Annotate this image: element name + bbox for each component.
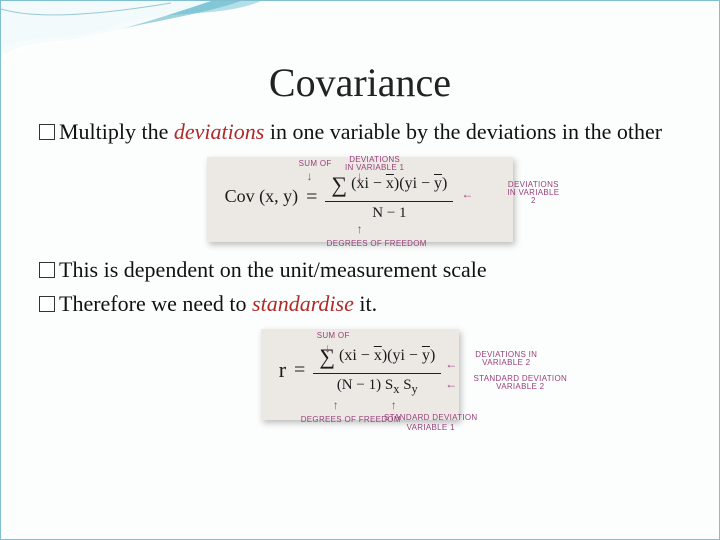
- formula-2-row: r = ∑ (xi − x)(yi − y) (N − 1) Sx Sy: [279, 343, 442, 398]
- formula-1-fraction: ∑ (xi − x)(yi − y) N − 1: [325, 171, 453, 224]
- formula-1-annot-sumof: SUM OF: [299, 159, 332, 169]
- formula-1-numerator: ∑ (xi − x)(yi − y): [325, 171, 453, 203]
- formula-2-card: SUM OF ↓ r = ∑ (xi − x)(yi − y) (N − 1) …: [261, 329, 460, 420]
- formula-2-lhs: r: [279, 356, 286, 385]
- formula-1-annot-dev1: DEVIATIONS IN VARIABLE 1: [345, 156, 405, 172]
- formula-2-wrap: SUM OF ↓ r = ∑ (xi − x)(yi − y) (N − 1) …: [39, 329, 681, 420]
- slide: Covariance Multiply the deviations in on…: [0, 0, 720, 540]
- arrow-icon: ↓: [357, 169, 363, 185]
- formula-1-card: SUM OF DEVIATIONS IN VARIABLE 1 ↓ ↓ Cov …: [207, 157, 514, 242]
- equals-sign: =: [294, 357, 305, 383]
- formula-1-annot-dev2: DEVIATIONS IN VARIABLE 2: [505, 181, 561, 205]
- formula-2-annot-sd2: STANDARD DEVIATION VARIABLE 2: [463, 375, 577, 391]
- bullet-2: This is dependent on the unit/measuremen…: [39, 256, 681, 285]
- bullet-marker: [39, 296, 55, 312]
- formula-2-annot-sumof: SUM OF: [317, 331, 350, 341]
- arrow-icon: ↓: [325, 341, 331, 357]
- arrow-icon: ↑: [333, 398, 339, 414]
- bullet-1: Multiply the deviations in one variable …: [39, 118, 681, 147]
- formula-2-annot-sd1: STANDARD DEVIATION VARIABLE 1: [371, 413, 491, 434]
- bullet-3-em: standardise: [252, 291, 354, 316]
- arrow-icon: ↓: [307, 169, 313, 185]
- equals-sign: =: [306, 184, 317, 210]
- arrow-icon: ↑: [357, 222, 363, 238]
- bullet-marker: [39, 262, 55, 278]
- formula-1-annot-dof: DEGREES OF FREEDOM: [327, 239, 427, 249]
- arrow-icon: ←: [445, 377, 457, 393]
- bullet-1-em: deviations: [174, 119, 264, 144]
- arrow-icon: ←: [445, 357, 457, 373]
- formula-2-fraction: ∑ (xi − x)(yi − y) (N − 1) Sx Sy: [313, 343, 441, 398]
- bullet-3: Therefore we need to standardise it.: [39, 290, 681, 319]
- bullet-2-text: This is dependent on the unit/measuremen…: [59, 257, 487, 282]
- bullet-3-post: it.: [354, 291, 377, 316]
- bullet-marker: [39, 124, 55, 140]
- bullet-1-post: in one variable by the deviations in the…: [264, 119, 662, 144]
- formula-1-denominator: N − 1: [372, 202, 406, 224]
- arrow-icon: ←: [461, 187, 473, 203]
- arrow-icon: ↑: [391, 398, 397, 414]
- formula-1-wrap: SUM OF DEVIATIONS IN VARIABLE 1 ↓ ↓ Cov …: [39, 157, 681, 242]
- slide-body: Multiply the deviations in one variable …: [39, 118, 681, 420]
- formula-2-denominator: (N − 1) Sx Sy: [337, 374, 418, 397]
- formula-2-numerator: ∑ (xi − x)(yi − y): [313, 343, 441, 375]
- formula-2-annot-dev2: DEVIATIONS IN VARIABLE 2: [463, 351, 549, 367]
- bullet-3-pre: Therefore we need to: [59, 291, 252, 316]
- formula-1-row: Cov (x, y) = ∑ (xi − x)(yi − y) N − 1: [225, 171, 454, 224]
- slide-title: Covariance: [1, 59, 719, 106]
- formula-1-lhs: Cov (x, y): [225, 185, 299, 208]
- bullet-1-pre: Multiply the: [59, 119, 174, 144]
